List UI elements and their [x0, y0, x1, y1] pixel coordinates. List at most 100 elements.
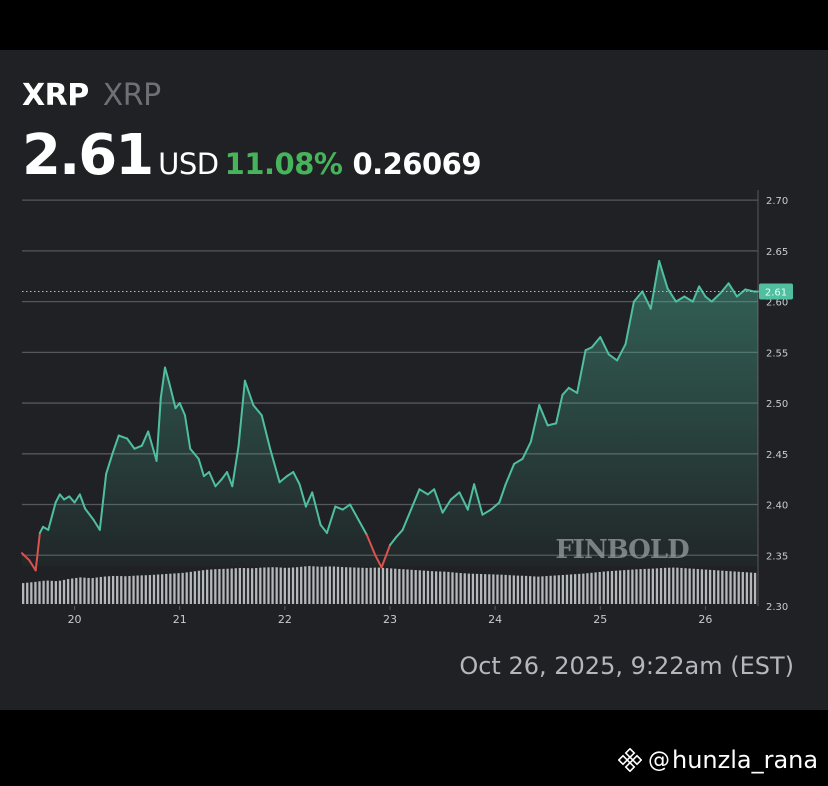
- y-tick-label: 2.65: [766, 247, 788, 258]
- volume-bar: [692, 568, 695, 604]
- volume-bar: [50, 580, 53, 604]
- volume-bar: [721, 570, 724, 604]
- volume-bar: [304, 566, 307, 604]
- price-line-segment: [441, 498, 452, 514]
- volume-bar: [222, 568, 225, 604]
- volume-bar: [169, 573, 172, 604]
- price-line-segment: [374, 554, 383, 569]
- volume-bar: [87, 577, 90, 604]
- volume-bar: [214, 569, 217, 604]
- volume-bar: [439, 571, 442, 604]
- volume-bar: [402, 569, 405, 604]
- volume-bar: [336, 566, 340, 604]
- volume-bar: [99, 576, 102, 604]
- y-tick-label: 2.60: [766, 298, 788, 309]
- volume-bar: [467, 573, 470, 604]
- volume-bar: [414, 570, 417, 604]
- volume-bar: [639, 569, 642, 604]
- area-layer: [22, 261, 758, 571]
- price-line-segment: [226, 471, 234, 488]
- price-line-segment: [513, 457, 524, 465]
- volume-bar: [332, 566, 336, 604]
- price-line-segment: [214, 478, 223, 488]
- price-line-segment: [126, 437, 136, 450]
- price-line-segment: [584, 346, 593, 352]
- ticker-symbol: XRP: [22, 78, 89, 113]
- price-line-segment: [649, 260, 661, 310]
- volume-bar: [79, 577, 82, 604]
- price-line-segment: [269, 447, 281, 484]
- volume-bar: [54, 581, 58, 604]
- price-line-segment: [178, 402, 186, 417]
- price-line-segment: [147, 430, 158, 462]
- volume-bar: [349, 567, 352, 604]
- price-line-segment: [357, 518, 368, 536]
- volume-bar: [83, 577, 86, 604]
- volume-bar: [30, 582, 33, 604]
- volume-bar: [312, 566, 315, 604]
- volume-bar: [116, 575, 119, 604]
- footer-credit: @ hunzla_rana: [618, 746, 818, 774]
- volume-bar: [390, 568, 393, 604]
- price-line-segment: [710, 292, 722, 303]
- volume-bar: [418, 570, 421, 604]
- volume-bar: [320, 566, 323, 604]
- price-line-segment: [84, 507, 95, 521]
- price-line-segment: [341, 503, 352, 511]
- volume-bar: [75, 577, 78, 604]
- price-line-segment: [92, 518, 101, 531]
- price-line-segment: [489, 501, 501, 511]
- volume-bar: [422, 570, 426, 604]
- price-line-segment: [380, 544, 391, 569]
- price-line-segment: [674, 295, 686, 303]
- price-line-segment: [349, 503, 360, 521]
- volume-bar: [618, 570, 622, 604]
- volume-bar: [144, 575, 147, 604]
- y-axis-ticks: 2.70 2.65 2.60 2.55 2.50 2.45 2.40 2.35 2.30: [766, 196, 788, 613]
- volume-bar: [66, 579, 70, 604]
- price-line-segment: [691, 285, 701, 303]
- price-line-segment: [202, 471, 211, 478]
- volume-bar: [434, 571, 438, 604]
- price-line-segment: [237, 379, 246, 447]
- volume-bar: [410, 569, 413, 604]
- volume-bar: [426, 570, 430, 604]
- volume-bar: [26, 582, 29, 604]
- volume-bar: [210, 569, 213, 604]
- volume-bar: [749, 572, 753, 604]
- price-line-segment: [410, 488, 421, 511]
- price-line-segment: [298, 483, 307, 508]
- last-price-badge: [759, 283, 793, 300]
- price-line-segment: [197, 457, 205, 478]
- x-tick-label: 20: [68, 613, 82, 626]
- price-line-segment: [292, 471, 301, 486]
- volume-bar: [267, 567, 270, 604]
- volume-bar: [733, 571, 736, 604]
- volume-layer: [22, 566, 757, 604]
- volume-bar: [95, 577, 98, 604]
- volume-bar: [132, 575, 135, 604]
- volume-bar: [140, 575, 143, 604]
- price-line-segment: [243, 379, 255, 407]
- volume-bar: [361, 567, 364, 604]
- creator-handle: hunzla_rana: [672, 746, 819, 774]
- volume-bar: [111, 575, 115, 604]
- volume-bar: [295, 567, 299, 604]
- volume-bar: [614, 570, 618, 604]
- volume-bar: [606, 571, 610, 604]
- price-line-segment: [616, 343, 627, 362]
- price-line-segment: [140, 430, 150, 447]
- volume-bar: [537, 576, 540, 604]
- volume-bar: [696, 569, 699, 604]
- volume-bar: [471, 573, 475, 604]
- price-line-segment: [325, 505, 337, 534]
- volume-bar: [484, 574, 487, 604]
- volume-bar: [128, 576, 131, 604]
- volume-bar: [512, 575, 515, 604]
- price-line-segment: [105, 452, 114, 476]
- volume-bar: [161, 574, 164, 604]
- volume-bar: [598, 571, 601, 604]
- price-line-segment: [183, 414, 192, 450]
- volume-bar: [201, 570, 205, 604]
